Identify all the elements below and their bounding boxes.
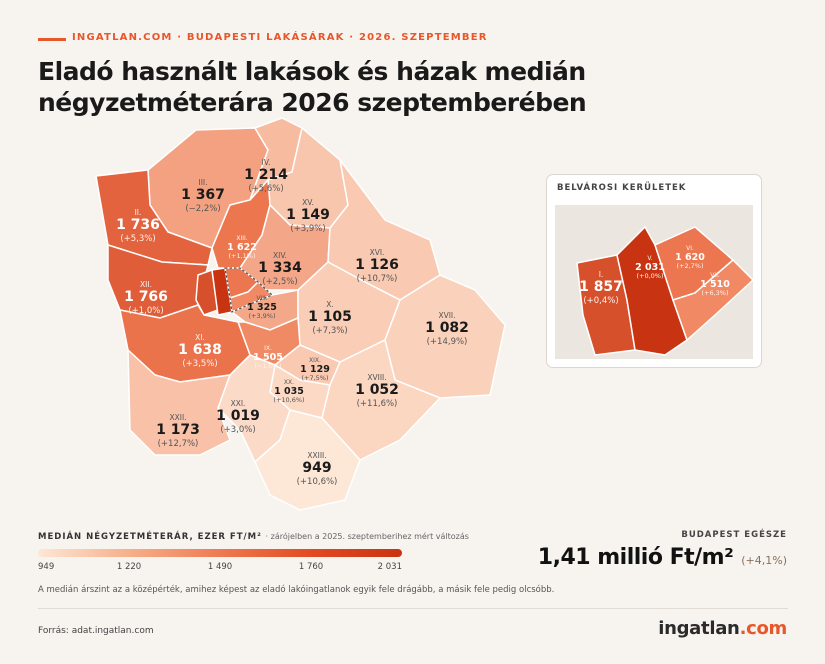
district-change-label: (+3,9%): [248, 312, 275, 320]
inner-district-outline: [224, 267, 274, 313]
district-value-label: 1 105: [308, 309, 352, 325]
legend-title: MEDIÁN NÉGYZETMÉTERÁR, EZER FT/M² · záró…: [38, 532, 469, 542]
district-roman-label: XV.: [302, 198, 314, 207]
district-change-label: (−2,2%): [185, 204, 220, 214]
district-roman-label: XIV.: [273, 251, 287, 260]
district-change-label: (+10,7%): [357, 274, 398, 284]
district-change-label: (+10,6%): [273, 396, 304, 404]
district-value-label: 1 325: [247, 302, 277, 313]
legend-tick: 2 031: [377, 562, 402, 572]
district-shape-xxiii: [254, 409, 361, 511]
district-roman-label: XXII.: [169, 413, 186, 422]
kicker-accent-line: [38, 38, 66, 41]
district-value-label: 1 857: [579, 279, 623, 295]
district-change-label: (+0,4%): [583, 296, 618, 306]
district-value-label: 1 334: [258, 260, 302, 276]
district-roman-label: XVIII.: [367, 373, 386, 382]
district-value-label: 949: [302, 460, 331, 476]
district-value-label: 1 766: [124, 289, 168, 305]
source-text: Forrás: adat.ingatlan.com: [38, 626, 154, 636]
district-change-label: (+14,9%): [427, 337, 468, 347]
district-roman-label: IX.: [264, 345, 272, 352]
legend-tick: 1 220: [116, 562, 142, 572]
inset-district-shape-vii: [672, 258, 753, 342]
legend-tick: 1 760: [298, 562, 324, 572]
district-value-label: 1 638: [178, 342, 222, 358]
district-change-label: (+5,3%): [120, 234, 155, 244]
legend-color-bar: [38, 549, 402, 557]
district-change-label: (+10,6%): [297, 477, 338, 487]
district-value-label: 1 035: [274, 386, 304, 397]
district-change-label: (+1,1%): [228, 252, 255, 260]
inner-districts-inset: BELVÁROSI KERÜLETEK I. 1 857 (+0,4%) V. 2 03…: [546, 174, 762, 368]
district-change-label: (+12,7%): [158, 439, 199, 449]
district-roman-label: XII.: [140, 280, 152, 289]
district-roman-label: VIII.: [256, 295, 267, 302]
district-change-label: (+6,3%): [701, 289, 728, 297]
district-change-label: (+5,6%): [248, 184, 283, 194]
budapest-district-map: II.1 736(+5,3%)III.1 367(−2,2%)IV.1 214(…: [95, 117, 506, 511]
district-roman-label: XXI.: [231, 399, 246, 408]
district-shape-xxii: [127, 348, 232, 456]
district-roman-label: X.: [326, 300, 334, 309]
legend-tick: 949: [38, 562, 55, 572]
district-change-label: (+2,5%): [262, 277, 297, 287]
district-roman-label: IV.: [262, 158, 271, 167]
district-change-label: (+11,6%): [357, 399, 398, 409]
district-change-label: (+1,0%): [128, 306, 163, 316]
district-value-label: 2 031: [635, 262, 665, 273]
district-value-label: 1 505: [253, 352, 283, 363]
district-change-label: (+2,7%): [676, 262, 703, 270]
summary-price: 1,41 millió Ft/m²: [537, 545, 734, 570]
district-value-label: 1 019: [216, 408, 260, 424]
district-value-label: 1 129: [300, 364, 330, 375]
district-value-label: 1 126: [355, 257, 399, 273]
inset-title: BELVÁROSI KERÜLETEK: [557, 183, 687, 193]
kicker: INGATLAN.COM · BUDAPESTI LAKÁSÁRAK · 202…: [72, 32, 488, 43]
district-shape-i: [195, 268, 219, 316]
district-roman-label: XI.: [195, 333, 205, 342]
district-value-label: 1 367: [181, 187, 225, 203]
district-value-label: 1 149: [286, 207, 330, 223]
district-roman-label: VII.: [710, 272, 720, 279]
legend-tick: 1 490: [207, 562, 233, 572]
divider: [38, 608, 788, 609]
district-value-label: 1 052: [355, 382, 399, 398]
summary-label: BUDAPEST EGÉSZE: [681, 530, 787, 540]
district-roman-label: II.: [135, 208, 142, 217]
district-roman-label: III.: [198, 178, 207, 187]
page-title: Eladó használt lakások és házak medián n…: [38, 57, 587, 117]
district-roman-label: XIII.: [236, 235, 247, 242]
district-change-label: (+0,0%): [636, 272, 663, 280]
district-change-label: (+7,5%): [301, 374, 328, 382]
district-value-label: 1 214: [244, 167, 288, 183]
district-change-label: (+3,5%): [182, 359, 217, 369]
district-value-label: 1 620: [675, 252, 705, 263]
district-value-label: 1 173: [156, 422, 200, 438]
district-roman-label: XVII.: [438, 311, 455, 320]
ingatlan-logo: ingatlan.com: [658, 618, 787, 639]
district-roman-label: VI.: [686, 245, 694, 252]
district-roman-label: I.: [599, 270, 604, 279]
district-roman-label: XIX.: [309, 357, 321, 364]
summary-change: (+4,1%): [741, 554, 787, 567]
footnote: A medián árszint az a középérték, amihez…: [38, 585, 555, 595]
inset-map: I.1 857(+0,4%) V.2 031(+0,0%) VI.1 620(+2,…: [555, 205, 753, 359]
summary-value: 1,41 millió Ft/m² (+4,1%): [538, 545, 787, 570]
legend-ticks: 949 1 220 1 490 1 760 2 031: [38, 562, 402, 574]
district-roman-label: XX.: [284, 379, 294, 386]
district-roman-label: XXIII.: [307, 451, 326, 460]
district-roman-label: V.: [647, 255, 652, 262]
district-value-label: 1 622: [227, 242, 257, 253]
district-change-label: (+3,0%): [220, 425, 255, 435]
district-change-label: (+7,3%): [312, 326, 347, 336]
district-change-label: (−1,0%): [254, 362, 281, 370]
district-change-label: (+3,9%): [290, 224, 325, 234]
district-roman-label: XVI.: [370, 248, 385, 257]
district-value-label: 1 082: [425, 320, 469, 336]
district-value-label: 1 736: [116, 217, 160, 233]
district-value-label: 1 510: [700, 279, 730, 290]
